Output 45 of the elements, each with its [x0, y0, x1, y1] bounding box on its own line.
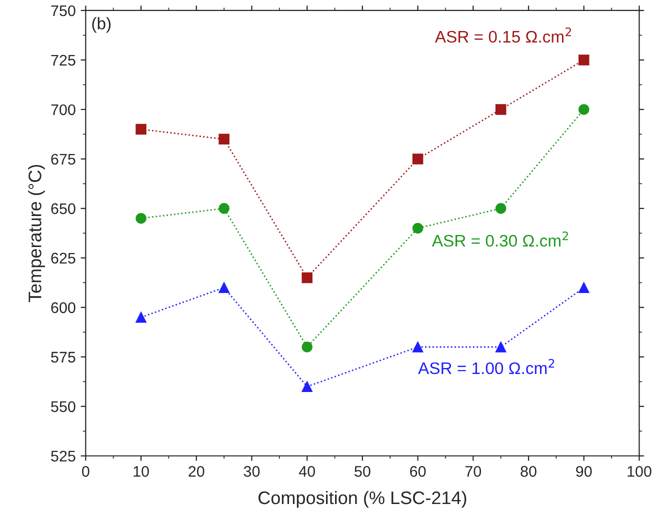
point — [412, 154, 424, 164]
x-tick-label: 80 — [520, 466, 536, 477]
x-tick-label: 90 — [576, 466, 592, 477]
y-tick-label: 550 — [51, 401, 76, 412]
point — [495, 342, 506, 352]
series-label: ASR = 0.30 Ω.cm$^{2}$ — [432, 231, 568, 247]
point — [412, 222, 424, 234]
y-tick-label: 625 — [51, 252, 76, 264]
y-tick-label: 650 — [51, 203, 76, 214]
point — [495, 203, 506, 214]
point — [218, 203, 230, 214]
x-tick-label: 40 — [298, 466, 315, 477]
x-tick-label: 70 — [465, 466, 482, 477]
y-tick-label: 675 — [51, 154, 76, 165]
y-tick-label: 600 — [51, 302, 76, 314]
point — [218, 134, 230, 145]
y-tick-label: 700 — [51, 104, 76, 116]
point — [302, 381, 312, 392]
x-tick-label: 10 — [134, 466, 149, 477]
annotation: (b) — [92, 17, 111, 33]
x-tick-label: 0 — [82, 466, 90, 477]
point — [578, 54, 590, 66]
y-tick-label: 575 — [51, 352, 76, 363]
point — [136, 124, 146, 135]
series-label: ASR = 1.00 Ω.cm$^{2}$ — [418, 358, 554, 374]
x-tick-label: 30 — [244, 466, 260, 477]
point — [302, 272, 312, 284]
point — [218, 282, 230, 293]
series-label: ASR = 0.15 Ω.cm$^{2}$ — [434, 27, 571, 43]
x-axis-title: Composition (% LSC-214) — [258, 490, 466, 508]
point — [412, 342, 424, 352]
y-axis-title: Temperature (°C) — [28, 164, 45, 302]
y-tick-label: 725 — [51, 54, 76, 66]
point — [136, 312, 146, 323]
y-tick-label: 525 — [51, 450, 76, 462]
x-tick-label: 20 — [188, 466, 204, 477]
point — [302, 342, 312, 352]
x-tick-label: 60 — [410, 466, 426, 477]
y-tick-label: 750 — [51, 5, 76, 16]
x-tick-label: 100 — [628, 466, 652, 477]
point — [578, 104, 590, 115]
point — [136, 212, 146, 224]
point — [495, 104, 506, 115]
x-tick-label: 50 — [354, 466, 370, 477]
point — [578, 282, 590, 293]
